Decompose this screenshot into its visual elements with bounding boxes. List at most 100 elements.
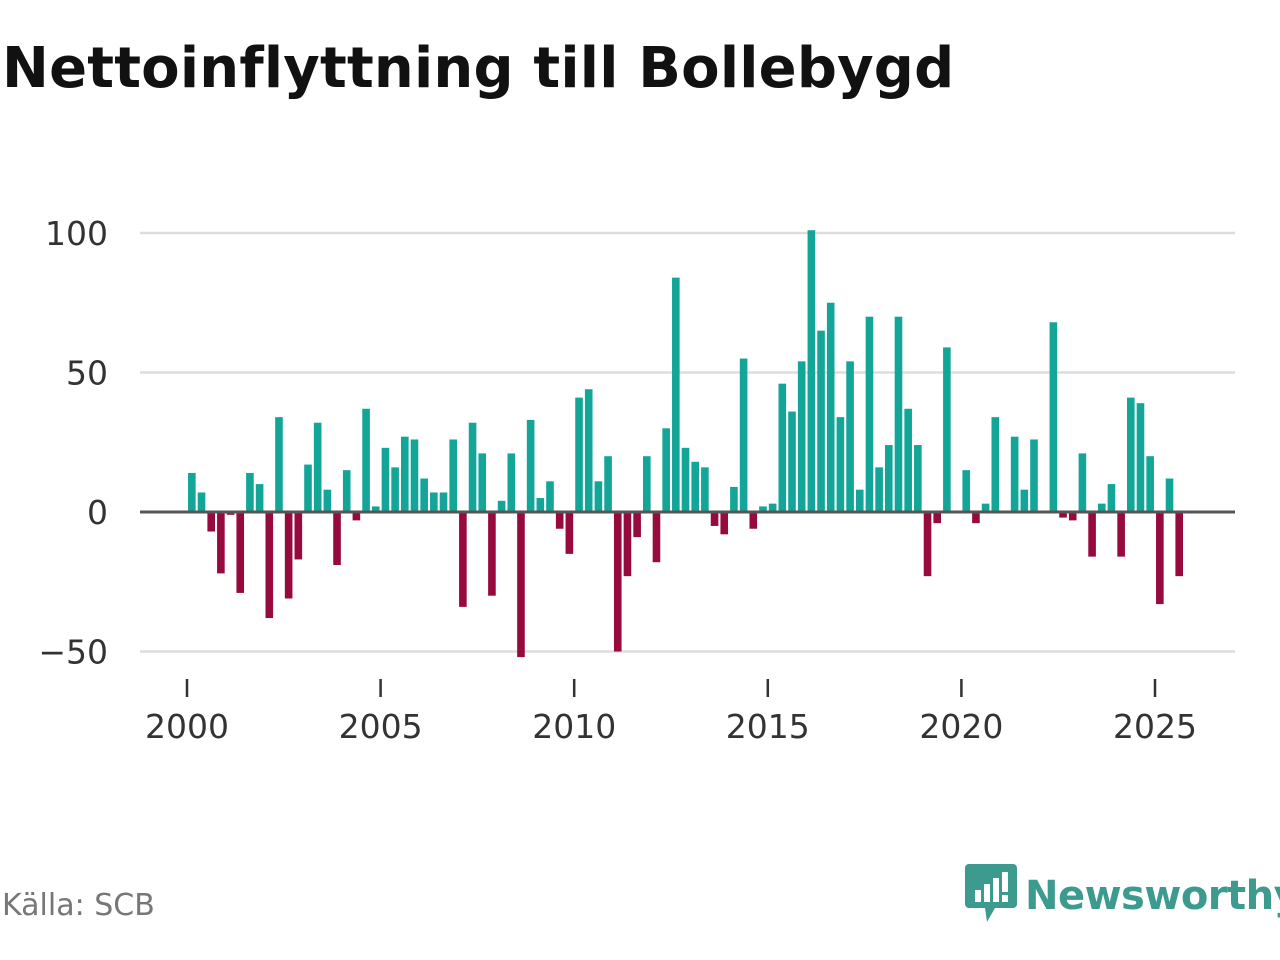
bar	[846, 361, 854, 512]
bar	[865, 316, 874, 512]
bar	[1165, 478, 1174, 512]
bar	[1156, 512, 1164, 605]
bar	[265, 512, 274, 619]
bar	[1175, 512, 1183, 577]
bar	[855, 489, 864, 512]
bar	[914, 445, 922, 512]
bar	[1097, 503, 1106, 512]
bar	[1068, 512, 1077, 521]
bar	[217, 512, 225, 574]
bar	[488, 512, 496, 596]
bar	[788, 411, 796, 512]
bar-chart-speech-bubble-icon	[965, 864, 1017, 928]
bar	[836, 417, 845, 512]
bar	[797, 361, 806, 512]
bar	[759, 506, 767, 512]
bar	[439, 492, 448, 512]
x-tick-label: 2015	[726, 707, 810, 746]
bar	[1059, 512, 1067, 518]
bar	[1020, 489, 1029, 512]
bar	[420, 478, 428, 512]
bar	[681, 447, 690, 512]
bar	[507, 453, 516, 512]
chart-title: Nettoinflyttning till Bollebygd	[2, 36, 955, 101]
bar	[236, 512, 245, 593]
x-tick-label: 2010	[532, 707, 616, 746]
bar	[459, 512, 467, 607]
bar	[517, 512, 525, 658]
bar	[691, 461, 699, 512]
x-tick-label: 2020	[919, 707, 1003, 746]
bar	[972, 512, 980, 524]
bar	[313, 422, 322, 512]
bar	[710, 512, 719, 526]
bar	[1088, 512, 1096, 557]
x-tick-label: 2025	[1113, 707, 1197, 746]
bar	[730, 486, 738, 512]
x-axis-ticks: 2000 2005 2010 2015 2020 2025	[145, 679, 1197, 746]
bar	[352, 512, 361, 521]
bar	[807, 230, 816, 512]
bar	[643, 456, 651, 512]
bar	[1127, 397, 1135, 512]
bar	[207, 512, 215, 532]
bar	[768, 503, 777, 512]
bar	[430, 492, 438, 512]
bar	[933, 512, 941, 524]
bar	[739, 358, 748, 512]
x-tick-label: 2000	[145, 707, 229, 746]
bar	[749, 512, 758, 529]
bar	[672, 277, 680, 512]
bar	[197, 492, 206, 512]
y-tick-label: −50	[38, 633, 108, 672]
bar	[410, 439, 419, 512]
bar	[594, 481, 603, 512]
bar	[342, 470, 351, 512]
bar	[623, 512, 632, 577]
newsworthy-logo[interactable]: Newsworthy	[965, 864, 1280, 928]
bar	[604, 456, 612, 512]
bar	[701, 467, 709, 512]
bar	[943, 347, 951, 512]
bar	[652, 512, 661, 563]
y-axis-tick-labels: 100 50 0 −50	[38, 214, 108, 672]
bar	[662, 428, 670, 512]
y-tick-label: 50	[66, 354, 108, 393]
bar	[575, 397, 583, 512]
bar	[720, 512, 729, 535]
bar	[1049, 322, 1058, 512]
bar	[449, 439, 457, 512]
bar	[1030, 439, 1038, 512]
bar	[526, 419, 535, 512]
y-tick-label: 0	[87, 493, 108, 532]
bar	[904, 408, 912, 512]
bar	[536, 498, 545, 512]
bar	[981, 503, 990, 512]
bar	[923, 512, 932, 577]
bar	[294, 512, 303, 560]
bar	[1117, 512, 1125, 557]
bar	[613, 512, 622, 652]
source-label: Källa: SCB	[2, 888, 155, 923]
bar	[255, 484, 264, 512]
bar	[565, 512, 574, 554]
bar	[633, 512, 641, 538]
bar	[468, 422, 477, 512]
bar	[1107, 484, 1116, 512]
bar	[826, 302, 835, 512]
brand-name: Newsworthy	[1025, 873, 1280, 919]
bar	[1136, 403, 1145, 512]
bar	[1010, 436, 1019, 512]
bar	[817, 330, 825, 512]
bar	[546, 481, 554, 512]
bars	[188, 230, 1183, 658]
bar	[1146, 456, 1154, 512]
bar	[275, 417, 283, 512]
bar	[584, 389, 593, 512]
x-tick-label: 2005	[339, 707, 423, 746]
bar	[371, 506, 380, 512]
bar	[246, 472, 254, 512]
bar	[391, 467, 399, 512]
bar	[401, 436, 409, 512]
